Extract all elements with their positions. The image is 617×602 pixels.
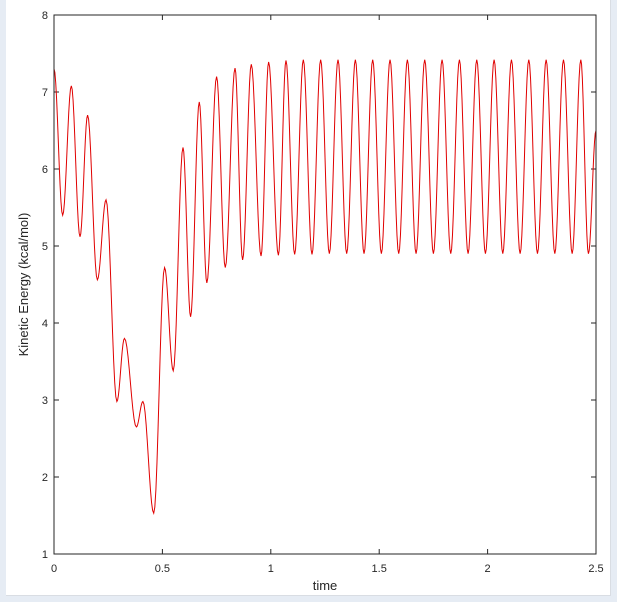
x-tick-label: 0 [51, 563, 57, 575]
x-tick-label: 1.5 [372, 563, 387, 575]
y-axis-label: Kinetic Energy (kcal/mol) [16, 213, 31, 357]
plot-series [53, 59, 597, 515]
y-tick-label: 3 [42, 395, 48, 407]
axes-box [53, 14, 597, 555]
figure-panel: 1 2 3 4 5 6 7 8 0 0.5 1 1.5 2 2.5 time Kinetic Energ… [6, 0, 611, 596]
line-chart: 1 2 3 4 5 6 7 8 0 0.5 1 1.5 2 2.5 time Kinetic Energ… [16, 10, 604, 593]
x-tick-label: 0.5 [155, 563, 170, 575]
x-tick-label: 2 [485, 563, 491, 575]
x-axis-label: time [313, 578, 338, 593]
y-tick-label: 1 [42, 549, 48, 561]
x-axis-ticks: 0 0.5 1 1.5 2 2.5 [51, 15, 604, 575]
x-tick-label: 1 [268, 563, 274, 575]
window-frame-right [611, 0, 617, 602]
series-line [53, 59, 597, 515]
y-axis-ticks: 1 2 3 4 5 6 7 8 [42, 10, 596, 561]
y-tick-label: 2 [42, 472, 48, 484]
y-tick-label: 8 [42, 10, 48, 22]
y-tick-label: 6 [42, 164, 48, 176]
y-tick-label: 4 [42, 318, 48, 330]
y-tick-label: 5 [42, 241, 48, 253]
window-frame-bottom [0, 596, 617, 602]
x-tick-label: 2.5 [588, 563, 603, 575]
window-frame-left [0, 0, 6, 602]
y-tick-label: 7 [42, 87, 48, 99]
